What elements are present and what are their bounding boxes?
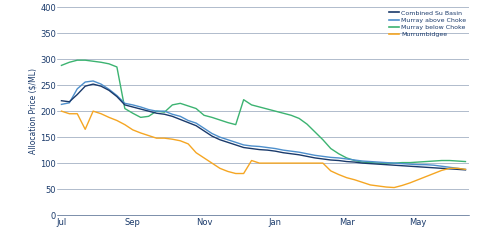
Combined Su Basin	[312, 157, 318, 159]
Combined Su Basin	[209, 135, 215, 137]
Y-axis label: Allocation Price ($/ML): Allocation Price ($/ML)	[28, 68, 37, 154]
Combined Su Basin	[98, 85, 104, 88]
Murray above Choke	[463, 168, 468, 171]
Murrumbidgee	[439, 169, 445, 172]
Murray above Choke	[58, 103, 64, 106]
Combined Su Basin	[257, 148, 262, 151]
Murray below Choke	[312, 130, 318, 133]
Murray below Choke	[74, 59, 80, 62]
Murrumbidgee	[58, 110, 64, 113]
Murray above Choke	[439, 165, 445, 168]
Combined Su Basin	[439, 167, 445, 170]
Murray below Choke	[58, 64, 64, 67]
Combined Su Basin	[463, 168, 468, 171]
Murrumbidgee	[320, 162, 326, 165]
Murray above Choke	[209, 132, 215, 135]
Murrumbidgee	[463, 168, 468, 171]
Murrumbidgee	[249, 159, 254, 162]
Murrumbidgee	[304, 162, 310, 165]
Legend: Combined Su Basin, Murray above Choke, Murray below Choke, Murrumbidgee: Combined Su Basin, Murray above Choke, M…	[389, 10, 466, 38]
Murray above Choke	[328, 156, 334, 159]
Murray above Choke	[257, 145, 262, 148]
Line: Combined Su Basin: Combined Su Basin	[61, 84, 466, 170]
Line: Murray below Choke: Murray below Choke	[61, 60, 466, 163]
Murray above Choke	[98, 83, 104, 86]
Murray below Choke	[280, 112, 286, 115]
Murray below Choke	[328, 147, 334, 150]
Murray below Choke	[376, 162, 381, 165]
Line: Murray above Choke: Murray above Choke	[61, 81, 466, 169]
Murrumbidgee	[90, 110, 96, 113]
Line: Murrumbidgee: Murrumbidgee	[61, 111, 466, 188]
Combined Su Basin	[328, 158, 334, 161]
Murray below Choke	[257, 106, 262, 109]
Murray below Choke	[209, 116, 215, 119]
Murray below Choke	[463, 160, 468, 163]
Murray below Choke	[98, 61, 104, 64]
Murray above Choke	[312, 154, 318, 157]
Murrumbidgee	[201, 157, 207, 159]
Murray above Choke	[90, 80, 96, 82]
Combined Su Basin	[90, 83, 96, 86]
Murrumbidgee	[391, 186, 397, 189]
Combined Su Basin	[58, 99, 64, 102]
